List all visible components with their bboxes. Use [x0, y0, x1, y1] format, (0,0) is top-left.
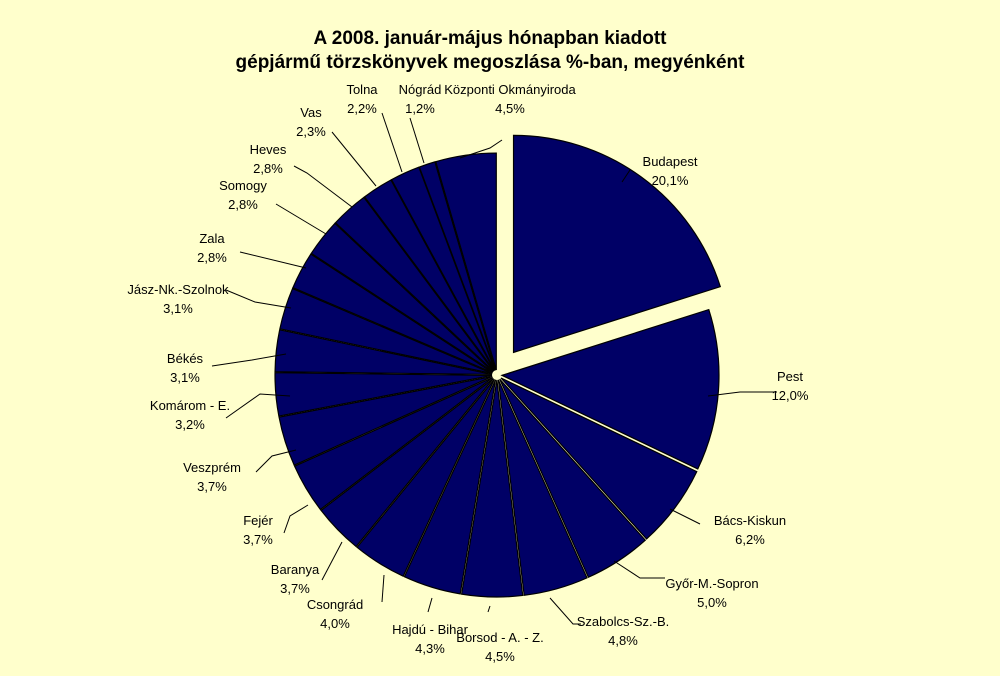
leader-line-csongrad — [381, 574, 385, 603]
slice-value-gyor-m-sopron: 5,0% — [697, 595, 727, 610]
leader-line-nograd — [409, 117, 425, 164]
slice-label-jasz-nk-szolnok: Jász-Nk.-Szolnok — [127, 282, 229, 297]
slice-value-heves: 2,8% — [253, 161, 283, 176]
leader-line-zala — [239, 251, 307, 269]
leader-line-vas — [331, 131, 377, 187]
slice-label-somogy: Somogy — [219, 178, 267, 193]
slice-heves — [334, 196, 495, 372]
slice-vas — [363, 179, 495, 372]
slice-label-szabolcs-sz-b: Szabolcs-Sz.-B. — [577, 614, 669, 629]
slice-value-nograd: 1,2% — [405, 101, 435, 116]
leader-line-bacs-kiskun — [669, 508, 701, 525]
slice-value-csongrad: 4,0% — [320, 616, 350, 631]
chart-title-line-2: gépjármű törzskönyvek megoszlása %-ban, … — [236, 52, 746, 73]
slice-fejer — [293, 377, 494, 511]
slice-somogy — [310, 222, 494, 373]
leader-line-heves — [293, 165, 353, 208]
slice-csongrad — [356, 378, 495, 577]
slice-value-somogy: 2,8% — [228, 197, 258, 212]
slice-label-vas: Vas — [300, 105, 322, 120]
leader-line-baranya — [321, 541, 343, 581]
slice-label-baranya: Baranya — [271, 562, 320, 577]
slice-label-gyor-m-sopron: Győr-M.-Sopron — [665, 576, 758, 591]
slice-nograd — [418, 161, 497, 371]
slice-komarom-e — [274, 372, 493, 417]
slice-value-kozponti-okmanyiroda: 4,5% — [495, 101, 525, 116]
slice-hajdu-bihar — [403, 379, 497, 595]
slice-value-borsod-a-z: 4,5% — [485, 649, 515, 664]
slice-value-vas: 2,3% — [296, 124, 326, 139]
slice-bekes — [274, 329, 493, 376]
leader-line-komarom-e — [225, 393, 291, 419]
slice-gyor-m-sopron — [499, 378, 647, 579]
slice-label-fejer: Fejér — [243, 513, 273, 528]
slice-label-zala: Zala — [199, 231, 225, 246]
leader-line-pest — [707, 391, 777, 397]
slice-label-kozponti-okmanyiroda: Központi Okmányiroda — [444, 82, 576, 97]
slice-label-bekes: Békés — [167, 351, 204, 366]
leader-line-tolna — [381, 112, 403, 173]
slice-baranya — [320, 378, 494, 548]
leader-line-budapest — [621, 169, 631, 183]
slice-label-pest: Pest — [777, 369, 803, 384]
slice-value-jasz-nk-szolnok: 3,1% — [163, 301, 193, 316]
slice-budapest — [512, 134, 722, 354]
pie-slices — [274, 134, 722, 598]
chart-title: A 2008. január-május hónapban kiadott gé… — [236, 28, 746, 73]
slice-value-veszprem: 3,7% — [197, 479, 227, 494]
slice-label-budapest: Budapest — [643, 154, 698, 169]
slice-label-tolna: Tolna — [346, 82, 378, 97]
slice-jasz-nk-szolnok — [279, 287, 493, 375]
slice-label-borsod-a-z: Borsod - A. - Z. — [456, 630, 543, 645]
slice-bacs-kiskun — [500, 377, 698, 540]
slice-value-fejer: 3,7% — [243, 532, 273, 547]
leader-line-gyor-m-sopron — [613, 560, 665, 579]
slice-kozponti-okmanyiroda — [435, 152, 497, 371]
slice-szabolcs-sz-b — [497, 379, 588, 596]
slice-value-hajdu-bihar: 4,3% — [415, 641, 445, 656]
slice-label-hajdu-bihar: Hajdú - Bihar — [392, 622, 469, 637]
slice-labels: Budapest 20,1% Pest 12,0% Bács-Kiskun 6,2% Győ… — [127, 82, 808, 664]
leader-line-borsod-a-z — [487, 605, 491, 613]
slice-value-tolna: 2,2% — [347, 101, 377, 116]
slice-value-komarom-e: 3,2% — [175, 417, 205, 432]
leader-line-jasz-nk-szolnok — [225, 289, 292, 309]
slice-zala — [292, 253, 493, 374]
slice-pest — [500, 308, 720, 470]
leader-lines — [211, 112, 777, 625]
slice-veszprem — [278, 375, 493, 466]
slice-value-baranya: 3,7% — [280, 581, 310, 596]
slice-value-zala: 2,8% — [197, 250, 227, 265]
slice-label-nograd: Nógrád — [399, 82, 442, 97]
slice-label-bacs-kiskun: Bács-Kiskun — [714, 513, 786, 528]
leader-line-kozponti-okmanyiroda — [459, 139, 503, 159]
slice-label-heves: Heves — [250, 142, 287, 157]
slice-label-veszprem: Veszprém — [183, 460, 241, 475]
chart-title-line-1: A 2008. január-május hónapban kiadott — [314, 28, 668, 49]
leader-line-szabolcs-sz-b — [549, 597, 581, 625]
slice-value-szabolcs-sz-b: 4,8% — [608, 633, 638, 648]
leader-line-hajdu-bihar — [427, 597, 433, 613]
leader-line-somogy — [275, 203, 327, 235]
slice-value-pest: 12,0% — [772, 388, 809, 403]
slice-value-bacs-kiskun: 6,2% — [735, 532, 765, 547]
leader-line-fejer — [283, 504, 309, 534]
slice-borsod-a-z — [460, 379, 524, 598]
leader-line-veszprem — [255, 449, 297, 473]
slice-value-budapest: 20,1% — [652, 173, 689, 188]
slice-label-csongrad: Csongrád — [307, 597, 363, 612]
slice-value-bekes: 3,1% — [170, 370, 200, 385]
slice-label-komarom-e: Komárom - E. — [150, 398, 230, 413]
leader-line-bekes — [211, 353, 287, 367]
